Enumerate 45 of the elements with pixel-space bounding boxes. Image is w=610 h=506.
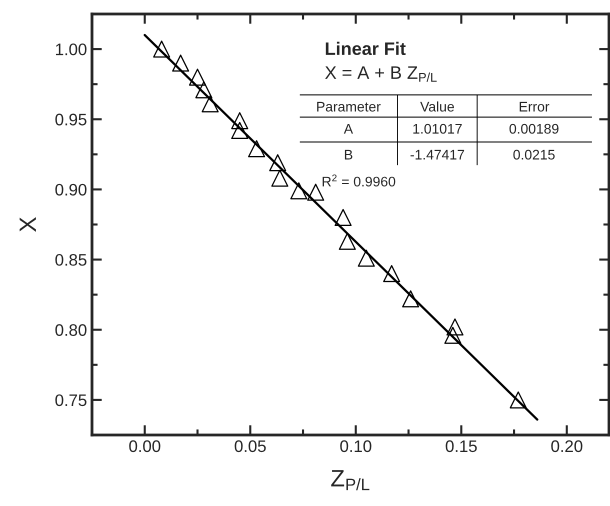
annotation: Linear Fit	[326, 42, 406, 56]
x-tick-label: 0.10	[340, 440, 372, 452]
point	[334, 208, 352, 226]
point	[510, 391, 527, 408]
point	[383, 265, 400, 282]
point	[172, 54, 190, 72]
point	[358, 250, 375, 267]
annotation: B	[344, 150, 352, 160]
annotation: -1.47417	[410, 150, 464, 160]
point	[231, 122, 248, 140]
annotation: R$^{2}$ = 0.9960	[322, 174, 396, 187]
point	[195, 81, 212, 98]
x-tick-label: 0.00	[129, 440, 160, 452]
x-axis-title: Z$_{P/L}$	[331, 470, 370, 490]
y-tick-label: 1.00	[56, 43, 86, 56]
point	[248, 140, 266, 158]
annotation: Parameter	[317, 102, 381, 112]
annotation: Value	[420, 101, 454, 112]
point	[188, 68, 206, 86]
point	[231, 112, 248, 130]
y-tick-label: 0.85	[55, 254, 86, 266]
point	[290, 182, 308, 200]
y-tick-label: 0.95	[55, 114, 86, 126]
point	[202, 95, 219, 112]
y-tick-label: 0.75	[55, 394, 86, 406]
x-tick-label: 0.20	[551, 440, 582, 452]
annotation: 0.0215	[513, 150, 555, 160]
point	[307, 184, 324, 201]
annotation: X = A + B Z$_{P/L}$	[325, 66, 437, 82]
point	[444, 326, 462, 344]
point	[402, 290, 420, 308]
annotation: 1.01017	[413, 124, 462, 134]
y-tick-label: 0.90	[55, 184, 86, 196]
annotation: A	[344, 124, 354, 134]
annotation: 0.00189	[509, 124, 558, 134]
point	[338, 232, 356, 250]
annotation: Error	[520, 102, 550, 112]
point	[269, 154, 286, 172]
y-tick-label: 0.80	[55, 324, 86, 336]
y-axis-title: X	[20, 217, 36, 232]
x-tick-label: 0.15	[446, 440, 477, 452]
x-tick-label: 0.05	[234, 440, 266, 452]
point	[153, 40, 170, 58]
point	[446, 318, 464, 336]
point	[271, 170, 288, 187]
